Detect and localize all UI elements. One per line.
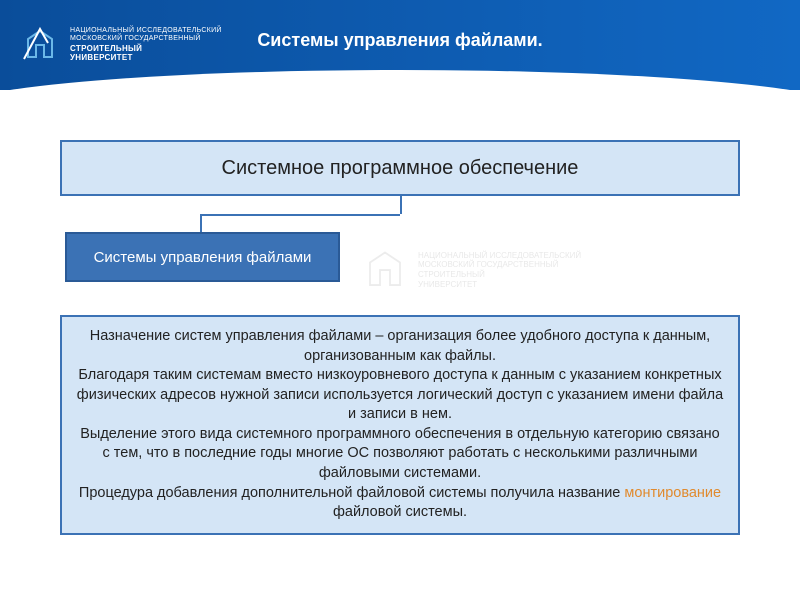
connector-vertical-2 xyxy=(200,214,202,232)
logo-icon xyxy=(20,25,60,65)
diagram-top-label: Системное программное обеспечение xyxy=(222,157,579,180)
connector-horizontal xyxy=(200,214,400,216)
diagram-top-box: Системное программное обеспечение xyxy=(60,140,740,196)
logo-line3: СТРОИТЕЛЬНЫЙ xyxy=(70,44,222,54)
diagram-sub-box: Системы управления файлами xyxy=(65,232,340,282)
logo-line2: МОСКОВСКИЙ ГОСУДАРСТВЕННЫЙ xyxy=(70,35,222,43)
connector-vertical-1 xyxy=(400,196,402,214)
watermark: НАЦИОНАЛЬНЫЙ ИССЛЕДОВАТЕЛЬСКИЙ МОСКОВСКИ… xyxy=(360,245,640,295)
main-p4: Процедура добавления дополнительной файл… xyxy=(76,484,724,523)
main-p1: Назначение систем управления файлами – о… xyxy=(76,327,724,366)
logo-block: НАЦИОНАЛЬНЫЙ ИССЛЕДОВАТЕЛЬСКИЙ МОСКОВСКИ… xyxy=(0,25,222,65)
logo-line4: УНИВЕРСИТЕТ xyxy=(70,53,222,63)
slide-title: Системы управления файлами. xyxy=(257,30,542,51)
diagram-sub-label: Системы управления файлами xyxy=(94,249,312,266)
slide-header: НАЦИОНАЛЬНЫЙ ИССЛЕДОВАТЕЛЬСКИЙ МОСКОВСКИ… xyxy=(0,0,800,90)
main-p4-highlight: монтирование xyxy=(624,485,721,501)
main-p4b: файловой системы. xyxy=(333,504,467,520)
main-p4a: Процедура добавления дополнительной файл… xyxy=(79,485,625,501)
watermark-text: НАЦИОНАЛЬНЫЙ ИССЛЕДОВАТЕЛЬСКИЙ МОСКОВСКИ… xyxy=(418,251,581,289)
main-text-box: Назначение систем управления файлами – о… xyxy=(60,315,740,535)
main-p3: Выделение этого вида системного программ… xyxy=(76,425,724,484)
logo-text: НАЦИОНАЛЬНЫЙ ИССЛЕДОВАТЕЛЬСКИЙ МОСКОВСКИ… xyxy=(70,27,222,63)
watermark-icon xyxy=(360,245,410,295)
slide-content: Системное программное обеспечение Систем… xyxy=(0,90,800,196)
main-p2: Благодаря таким системам вместо низкоуро… xyxy=(76,366,724,425)
